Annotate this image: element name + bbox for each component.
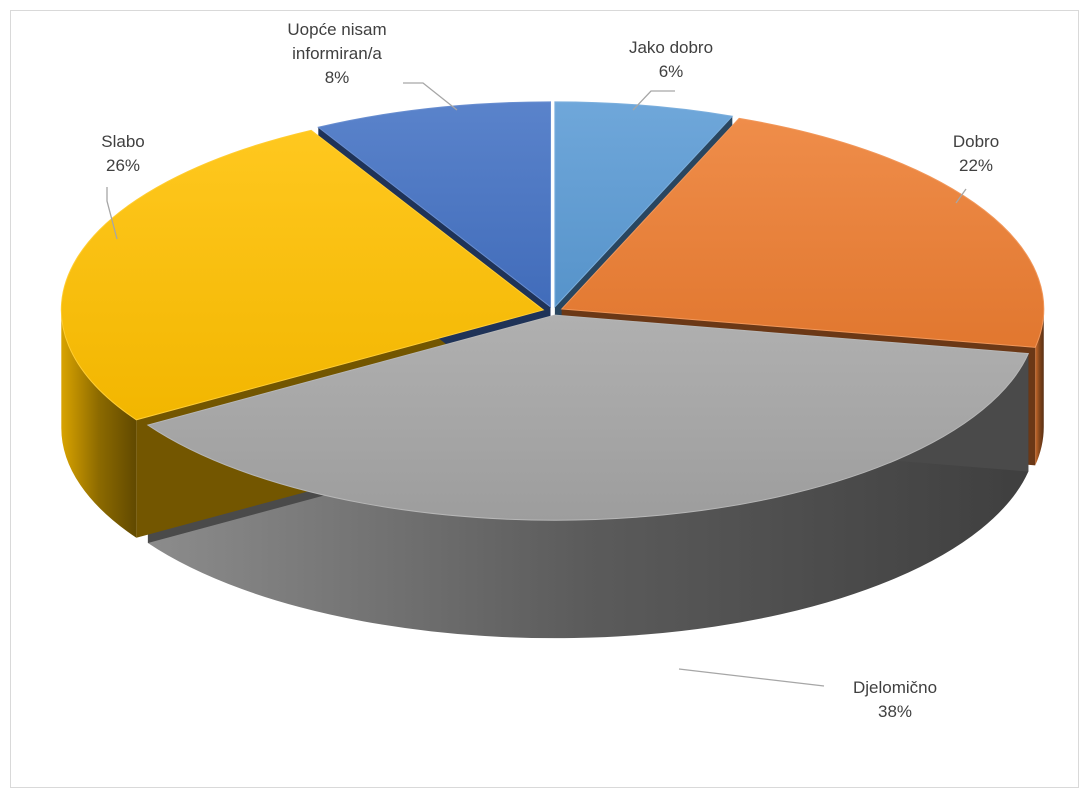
pie-slice-side: [1035, 308, 1044, 466]
chart-frame: Jako dobro 6% Dobro 22% Djelomično 38% Slabo 26…: [10, 10, 1079, 788]
pie-slice-side: [147, 353, 1029, 639]
slice-category-label: Djelomično: [853, 678, 937, 697]
slice-value-label: 8%: [325, 68, 350, 87]
pie-slice-djelomi-no[interactable]: [146, 314, 1030, 521]
slice-value-label: 38%: [878, 702, 912, 721]
pie-slice-slabo[interactable]: [60, 129, 545, 421]
slice-category-label: Dobro: [953, 132, 999, 151]
pie-slice-dobro[interactable]: [560, 117, 1045, 348]
slice-category-label: Slabo: [101, 132, 144, 151]
slice-category-label: Uopće nisam: [287, 20, 386, 39]
leader-line: [955, 188, 967, 204]
pie-slice-uop-e-nisam-informiran-a[interactable]: [317, 101, 552, 308]
leader-line: [632, 90, 675, 111]
slice-value-label: 22%: [959, 156, 993, 175]
pie-slice-jako-dobro[interactable]: [554, 101, 734, 309]
slice-category-label: Jako dobro: [629, 38, 713, 57]
slice-category-label: informiran/a: [292, 44, 382, 63]
slice-value-label: 6%: [659, 62, 684, 81]
pie-chart: Jako dobro 6% Dobro 22% Djelomično 38% Slabo 26…: [60, 20, 1045, 721]
slice-value-label: 26%: [106, 156, 140, 175]
leader-line: [403, 82, 458, 111]
leader-line: [678, 668, 825, 687]
leader-line: [106, 187, 118, 240]
